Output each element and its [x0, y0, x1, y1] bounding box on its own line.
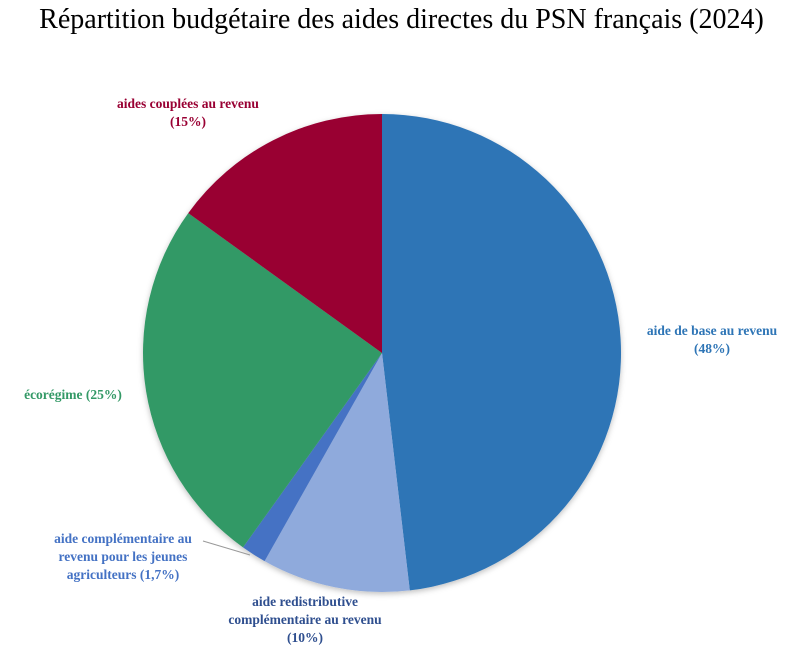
- label-value: (48%): [694, 341, 730, 356]
- label-base: aide de base au revenu (48%): [628, 322, 796, 358]
- pie-slice: [264, 353, 410, 593]
- pie-slice: [143, 213, 382, 548]
- label-text: complémentaire au revenu: [228, 612, 382, 627]
- label-text: aide complémentaire au: [54, 531, 192, 546]
- label-redistributive: aide redistributive complémentaire au re…: [210, 593, 400, 647]
- label-value: (15%): [170, 114, 206, 129]
- label-couplees: aides couplées au revenu (15%): [88, 95, 288, 131]
- label-value: agriculteurs (1,7%): [66, 567, 180, 582]
- pie-slice: [382, 114, 622, 591]
- label-text: écorégime (25%): [24, 387, 122, 402]
- pie-slice: [188, 114, 382, 353]
- pie-slice: [242, 353, 382, 562]
- chart-title: Répartition budgétaire des aides directe…: [39, 4, 764, 35]
- label-text: aide de base au revenu: [646, 323, 778, 338]
- label-text: aide redistributive: [252, 594, 358, 609]
- label-ecoregime: écorégime (25%): [0, 386, 146, 404]
- label-value: (10%): [287, 630, 323, 645]
- leader-line: [202, 540, 251, 556]
- label-jeunes: aide complémentaire au revenu pour les j…: [38, 530, 208, 584]
- label-text: aides couplées au revenu: [117, 96, 259, 111]
- label-text: revenu pour les jeunes: [58, 549, 188, 564]
